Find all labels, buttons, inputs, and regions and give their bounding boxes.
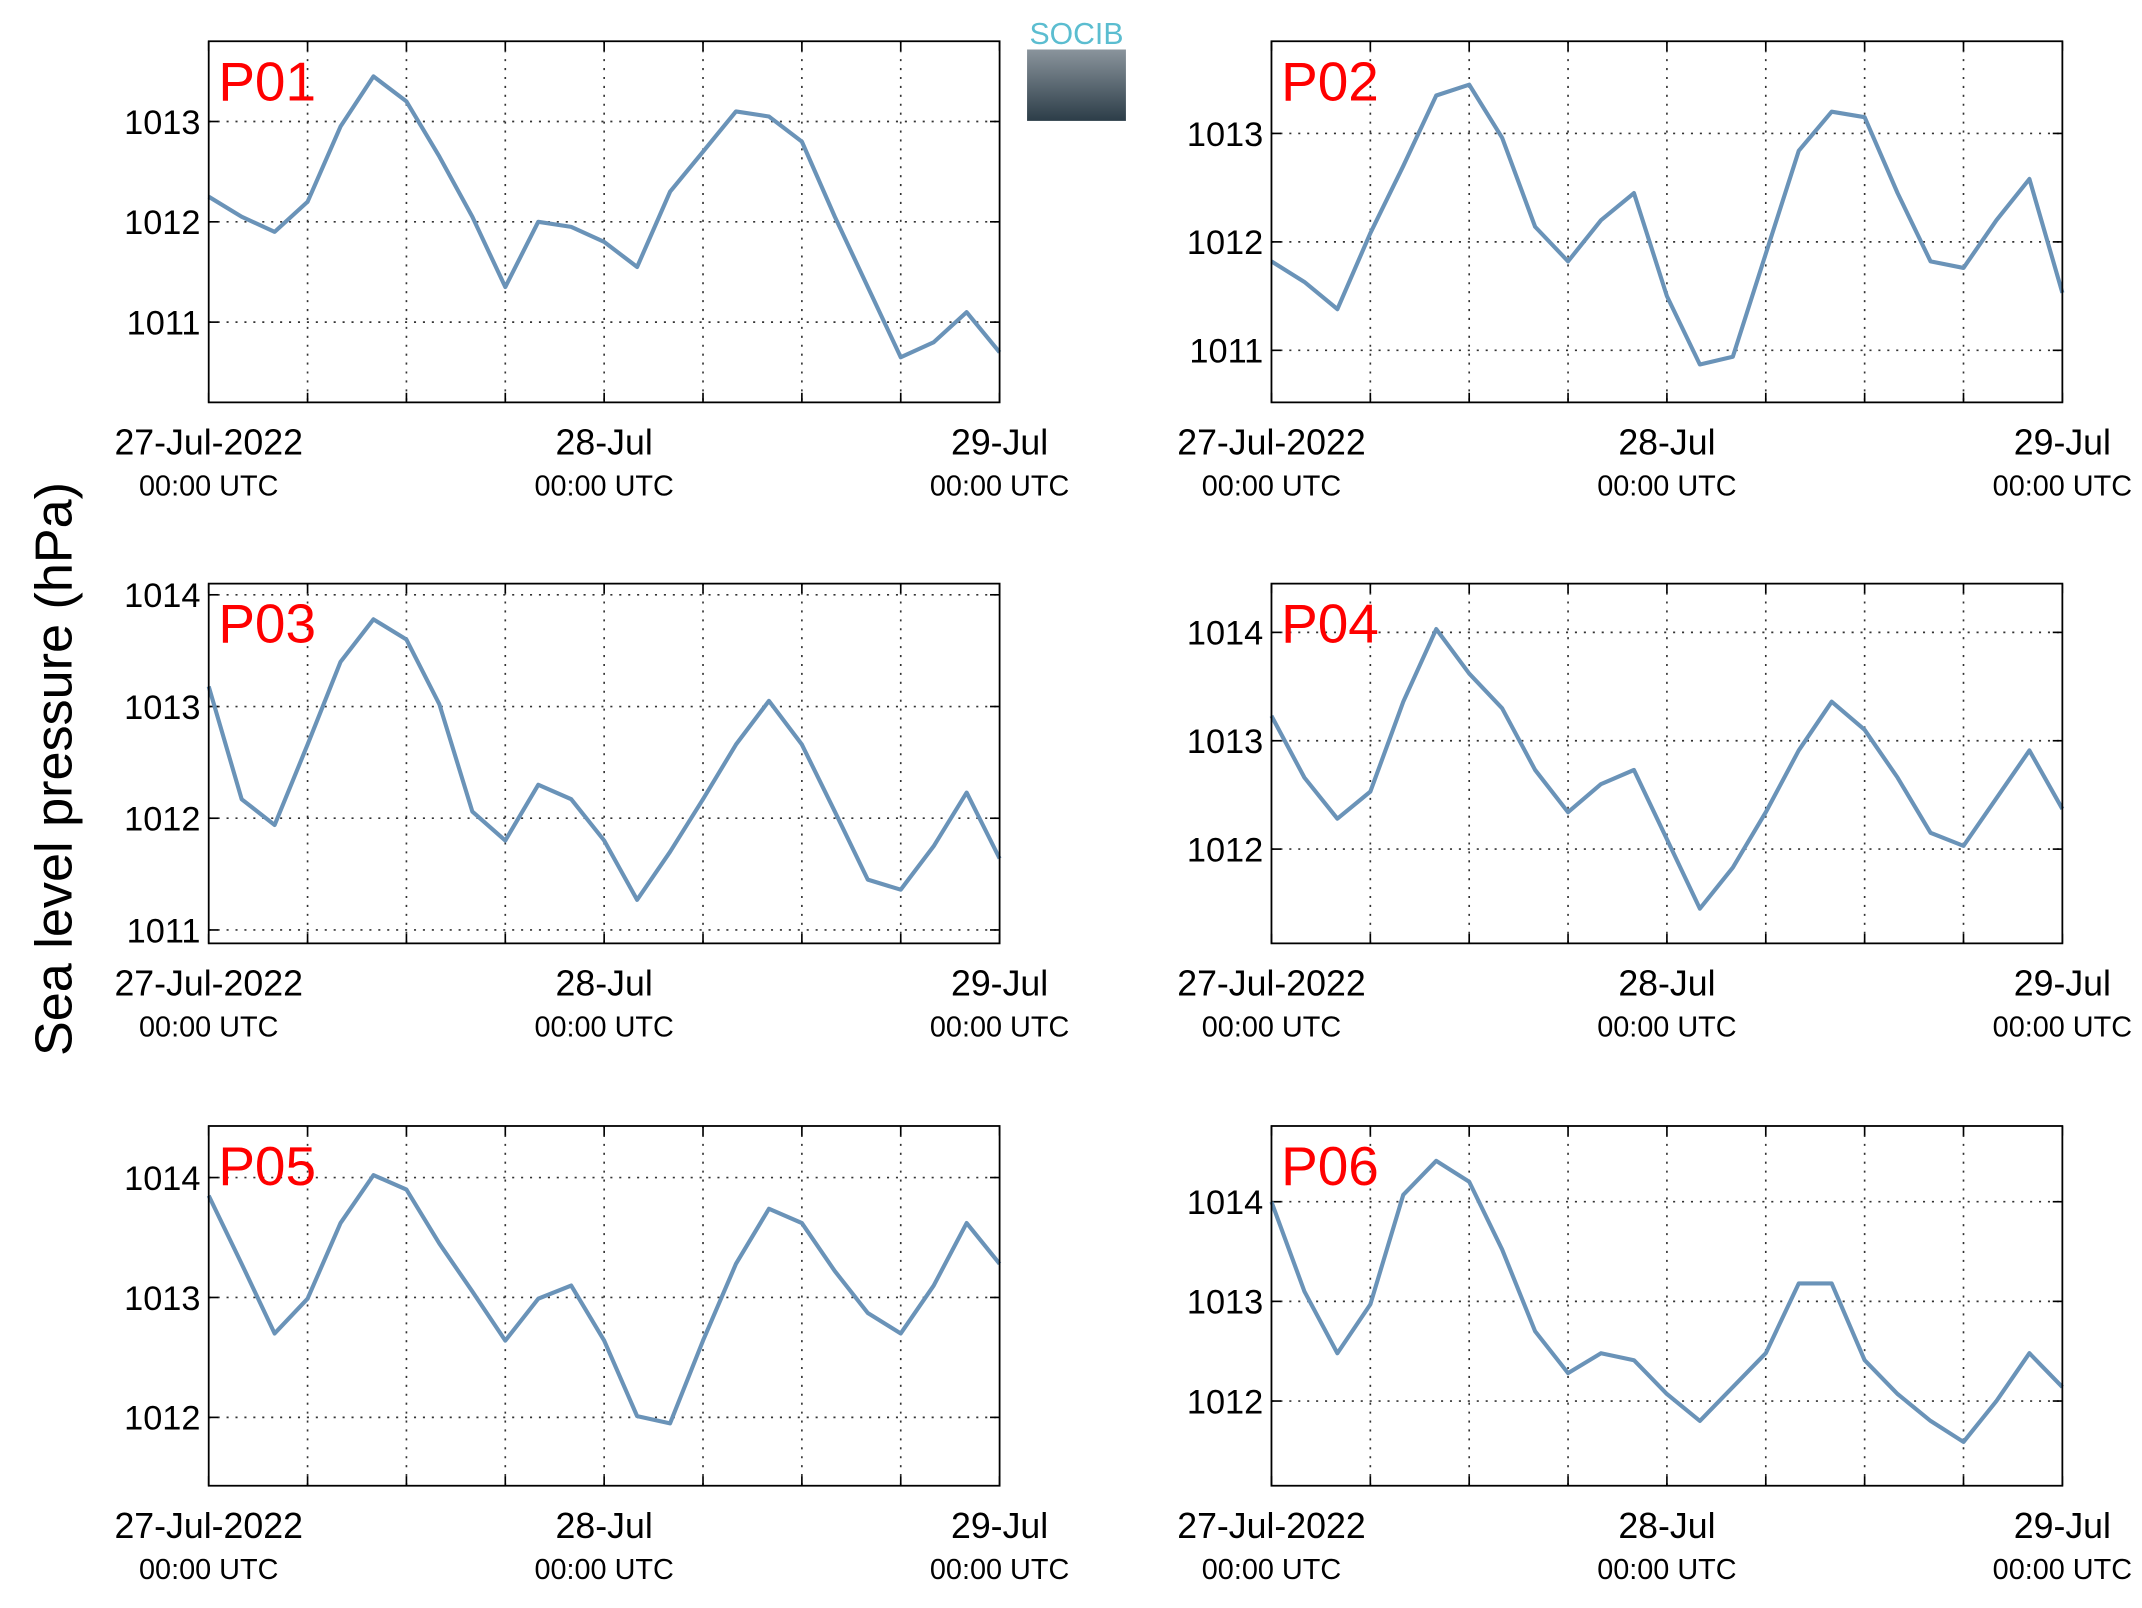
y-tick-label: 1011 bbox=[127, 912, 201, 950]
y-tick-label: 1013 bbox=[1187, 1284, 1263, 1322]
y-tick-label: 1014 bbox=[1187, 615, 1263, 653]
x-tick-label: 27-Jul-2022 bbox=[1177, 964, 1365, 1004]
x-tick-sublabel: 00:00 UTC bbox=[534, 1012, 673, 1044]
y-axis-label: Sea level pressure (hPa) bbox=[25, 482, 83, 1056]
y-tick-label: 1012 bbox=[1187, 831, 1263, 869]
plot-frame bbox=[1270, 1125, 2064, 1487]
x-tick-sublabel: 00:00 UTC bbox=[139, 1012, 278, 1044]
x-tick-label: 27-Jul-2022 bbox=[114, 423, 302, 463]
y-tick-label: 1013 bbox=[124, 689, 200, 727]
plot-frame bbox=[207, 582, 1001, 945]
x-tick-sublabel: 00:00 UTC bbox=[1597, 1554, 1736, 1586]
x-tick-label: 29-Jul bbox=[951, 964, 1048, 1004]
y-tick-label: 1012 bbox=[124, 204, 200, 242]
plot-frame bbox=[207, 40, 1001, 404]
y-tick-label: 1013 bbox=[124, 1280, 200, 1318]
x-tick-sublabel: 00:00 UTC bbox=[930, 1554, 1069, 1586]
y-tick-label: 1014 bbox=[1187, 1184, 1263, 1222]
x-tick-label: 28-Jul bbox=[556, 964, 653, 1004]
logo-text: SOCIB bbox=[1030, 18, 1124, 51]
x-tick-label: 27-Jul-2022 bbox=[1177, 1506, 1365, 1546]
y-tick-label: 1013 bbox=[1187, 116, 1263, 154]
x-tick-label: 27-Jul-2022 bbox=[1177, 423, 1365, 463]
data-line bbox=[1269, 627, 2065, 911]
x-tick-label: 29-Jul bbox=[2014, 1506, 2111, 1546]
logo-badge bbox=[1027, 49, 1126, 121]
x-tick-sublabel: 00:00 UTC bbox=[1597, 471, 1736, 503]
x-tick-label: 29-Jul bbox=[951, 1506, 1048, 1546]
x-tick-sublabel: 00:00 UTC bbox=[930, 471, 1069, 503]
y-tick-label: 1014 bbox=[124, 1160, 200, 1198]
panel-title: P02 bbox=[1281, 50, 1379, 112]
y-tick-label: 1012 bbox=[124, 801, 200, 839]
x-tick-label: 29-Jul bbox=[2014, 423, 2111, 463]
plot-frame bbox=[207, 1125, 1001, 1487]
y-tick-label: 1013 bbox=[1187, 723, 1263, 761]
data-line bbox=[1269, 1158, 2064, 1444]
data-line bbox=[206, 1173, 1002, 1426]
panel-title: P06 bbox=[1281, 1135, 1379, 1197]
y-tick-label: 1011 bbox=[127, 304, 201, 342]
x-tick-sublabel: 00:00 UTC bbox=[1993, 1554, 2132, 1586]
x-tick-label: 27-Jul-2022 bbox=[114, 1506, 302, 1546]
x-tick-sublabel: 00:00 UTC bbox=[1202, 471, 1341, 503]
plot-frame bbox=[1270, 40, 2064, 404]
x-tick-sublabel: 00:00 UTC bbox=[534, 1554, 673, 1586]
x-tick-sublabel: 00:00 UTC bbox=[930, 1012, 1069, 1044]
plot-frame bbox=[1270, 582, 2064, 945]
x-tick-label: 28-Jul bbox=[556, 1506, 653, 1546]
x-tick-label: 28-Jul bbox=[1618, 1506, 1715, 1546]
x-tick-sublabel: 00:00 UTC bbox=[1202, 1012, 1341, 1044]
x-tick-sublabel: 00:00 UTC bbox=[1993, 471, 2132, 503]
panel-title: P05 bbox=[218, 1135, 316, 1197]
y-tick-label: 1012 bbox=[124, 1400, 200, 1438]
y-tick-label: 1014 bbox=[124, 577, 200, 615]
y-tick-label: 1011 bbox=[1189, 333, 1263, 371]
x-tick-sublabel: 00:00 UTC bbox=[1597, 1012, 1736, 1044]
y-tick-label: 1013 bbox=[124, 104, 200, 142]
data-line bbox=[1270, 82, 2065, 367]
logo: SOCIB bbox=[1027, 18, 1126, 121]
x-tick-label: 28-Jul bbox=[556, 423, 653, 463]
x-tick-label: 28-Jul bbox=[1618, 423, 1715, 463]
x-tick-label: 29-Jul bbox=[2014, 964, 2111, 1004]
panel-title: P03 bbox=[218, 593, 316, 655]
x-tick-sublabel: 00:00 UTC bbox=[534, 471, 673, 503]
x-tick-sublabel: 00:00 UTC bbox=[1993, 1012, 2132, 1044]
panel-title: P04 bbox=[1281, 593, 1379, 655]
panel-title: P01 bbox=[218, 50, 316, 112]
x-tick-label: 28-Jul bbox=[1618, 964, 1715, 1004]
x-tick-sublabel: 00:00 UTC bbox=[139, 1554, 278, 1586]
x-tick-sublabel: 00:00 UTC bbox=[1202, 1554, 1341, 1586]
data-line bbox=[206, 617, 1002, 902]
data-line bbox=[207, 74, 1002, 360]
y-tick-label: 1012 bbox=[1187, 1383, 1263, 1421]
x-tick-label: 27-Jul-2022 bbox=[114, 964, 302, 1004]
y-tick-label: 1012 bbox=[1187, 224, 1263, 262]
x-tick-sublabel: 00:00 UTC bbox=[139, 471, 278, 503]
x-tick-label: 29-Jul bbox=[951, 423, 1048, 463]
